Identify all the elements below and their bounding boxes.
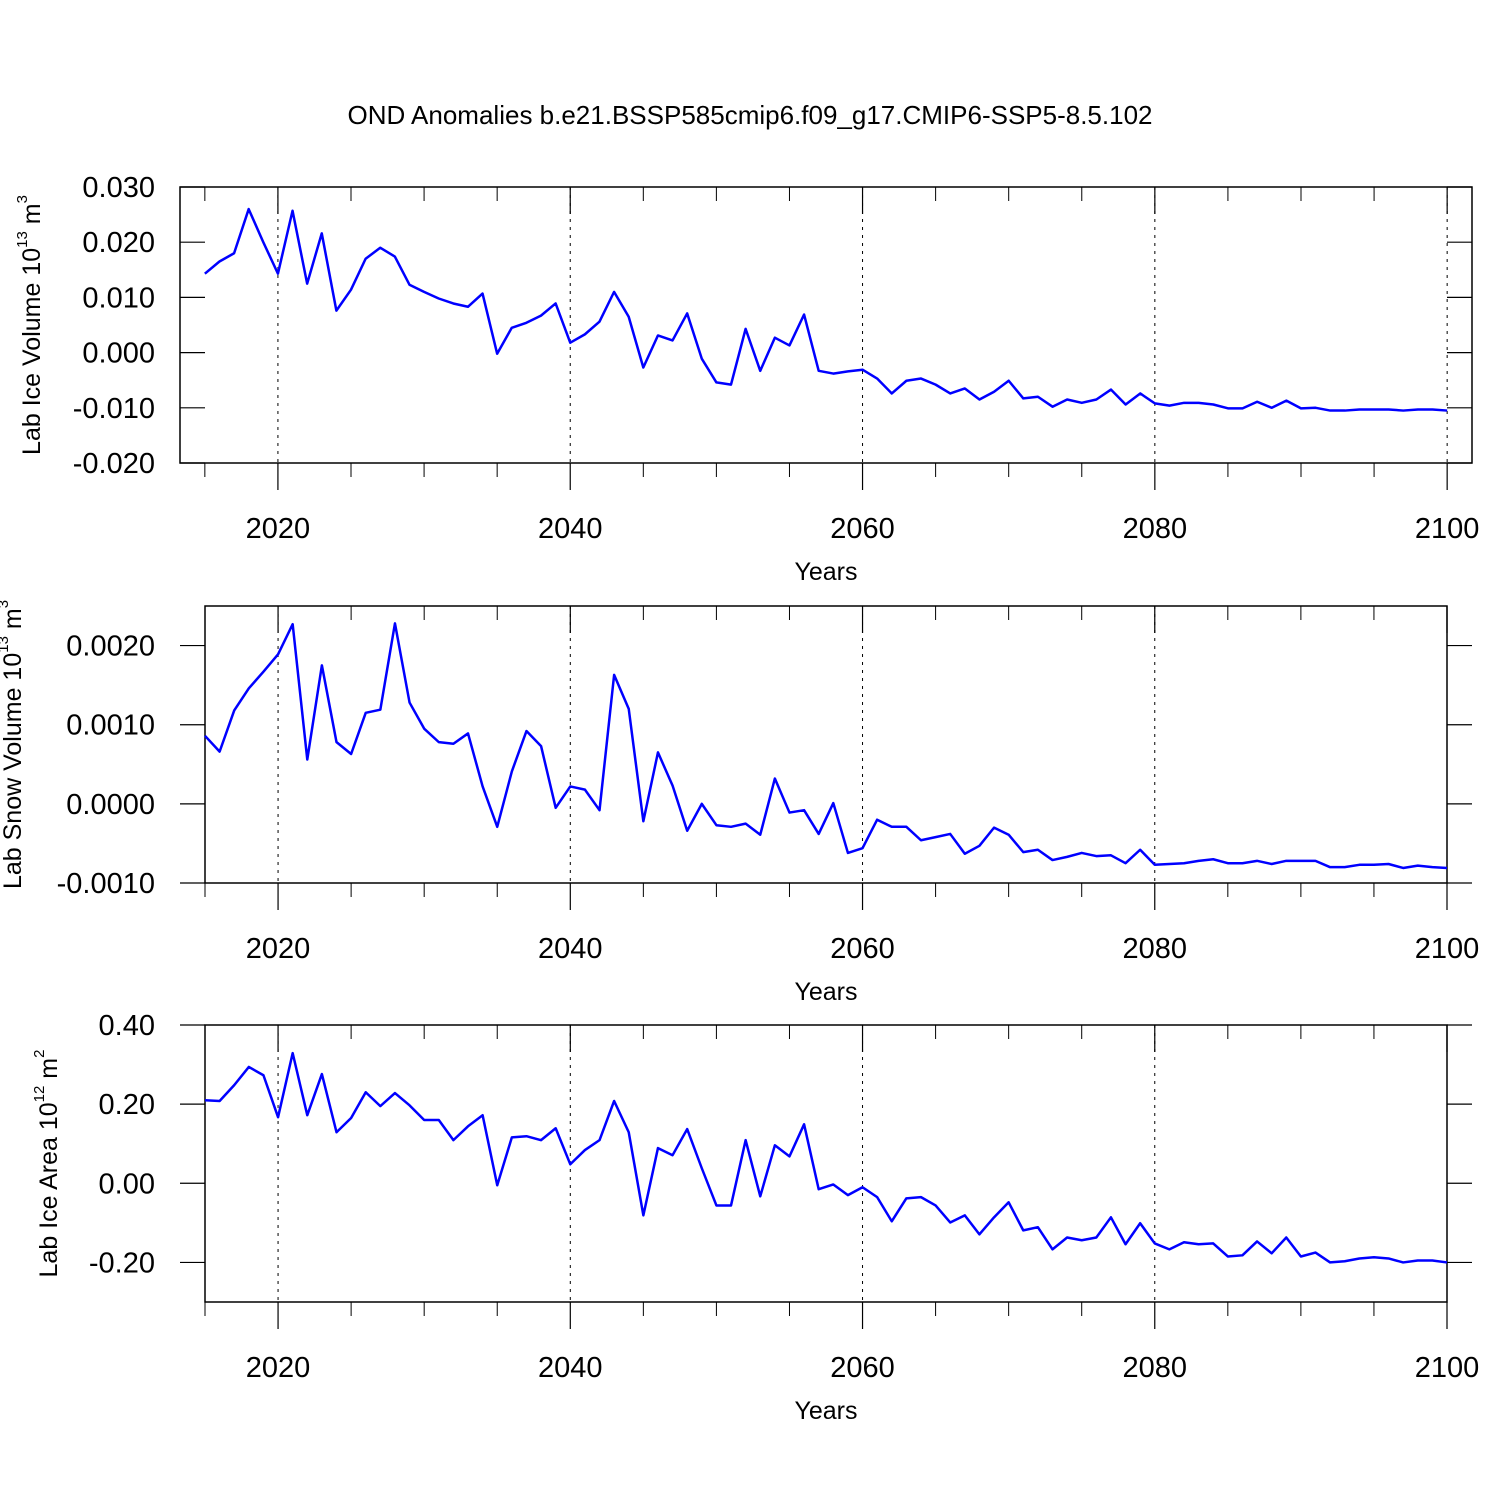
y-axis-title-exponent: 13	[0, 636, 12, 653]
y-tick-label: -0.020	[73, 448, 155, 480]
data-line	[204, 1051, 1448, 1264]
x-axis-title: Years	[794, 978, 857, 1006]
y-tick-label: 0.0020	[66, 631, 155, 663]
y-axis-title-exponent: 12	[31, 1086, 48, 1103]
x-tick-label: 2100	[1415, 933, 1480, 965]
x-tick-label: 2020	[246, 1352, 311, 1384]
x-tick-label: 2080	[1123, 1352, 1188, 1384]
plot-frame	[179, 186, 1473, 464]
y-tick-label: 0.030	[82, 172, 155, 204]
y-axis-title: Lab Ice Volume 1013 m3	[14, 195, 46, 455]
x-tick-label: 2080	[1123, 933, 1188, 965]
x-tick-label: 2100	[1415, 513, 1480, 545]
y-axis-title-unit: m	[18, 203, 46, 231]
y-axis-title: Lab Ice Area 1012 m2	[31, 1050, 63, 1278]
y-tick-label: 0.20	[99, 1089, 155, 1121]
x-tick-label: 2060	[830, 933, 895, 965]
y-axis-title-unit: m	[0, 608, 27, 636]
y-tick-label: 0.010	[82, 282, 155, 314]
x-tick-label: 2060	[830, 1352, 895, 1384]
plot-frame	[204, 1024, 1448, 1303]
y-axis-title-exponent: 13	[14, 231, 31, 248]
x-tick-label: 2020	[246, 933, 311, 965]
y-tick-label: -0.0010	[57, 868, 155, 900]
chart-title: OND Anomalies b.e21.BSSP585cmip6.f09_g17…	[347, 100, 1152, 130]
x-tick-label: 2040	[538, 933, 603, 965]
x-tick-label: 2040	[538, 513, 603, 545]
y-axis-title-unit-exponent: 3	[14, 195, 31, 203]
x-tick-label: 2080	[1123, 513, 1188, 545]
plot-frame	[204, 605, 1448, 884]
y-axis-title-text: Lab Snow Volume 10	[0, 653, 27, 889]
y-axis-title-unit-exponent: 3	[0, 600, 12, 608]
y-tick-label: -0.010	[73, 393, 155, 425]
y-tick-label: 0.000	[82, 338, 155, 370]
y-axis-title-text: Lab Ice Area 10	[35, 1102, 63, 1277]
y-axis-title-unit: m	[35, 1058, 63, 1086]
y-tick-label: -0.20	[89, 1247, 155, 1279]
y-tick-label: 0.40	[99, 1010, 155, 1042]
x-tick-label: 2020	[246, 513, 311, 545]
x-tick-label: 2040	[538, 1352, 603, 1384]
y-axis-title-text: Lab Ice Volume 10	[18, 248, 46, 455]
y-tick-label: 0.020	[82, 227, 155, 259]
x-tick-label: 2060	[830, 513, 895, 545]
x-axis-title: Years	[794, 1397, 857, 1425]
y-axis-title: Lab Snow Volume 1013 m3	[0, 600, 27, 889]
y-tick-label: 0.00	[99, 1168, 155, 1200]
x-axis-title: Years	[794, 558, 857, 586]
x-tick-label: 2100	[1415, 1352, 1480, 1384]
y-tick-label: 0.0010	[66, 710, 155, 742]
y-axis-title-unit-exponent: 2	[31, 1050, 48, 1058]
y-tick-label: 0.0000	[66, 789, 155, 821]
data-line	[204, 622, 1448, 870]
data-line	[204, 207, 1448, 412]
